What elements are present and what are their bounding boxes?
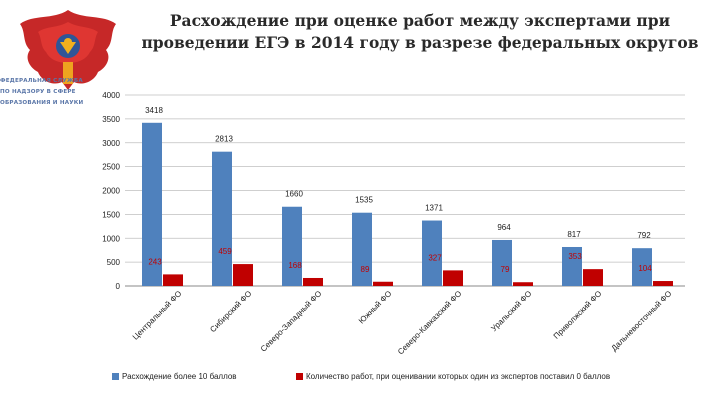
bar-series-2 bbox=[443, 270, 463, 286]
org-line: ФЕДЕРАЛЬНАЯ СЛУЖБА bbox=[0, 78, 83, 84]
bar-series-1 bbox=[352, 212, 372, 286]
legend-label-series-2: Количество работ, при оценивании которых… bbox=[306, 372, 611, 381]
data-label-series-2: 353 bbox=[568, 252, 582, 261]
data-label-series-1: 2813 bbox=[215, 135, 233, 144]
x-tick-label: Дальневосточный ФО bbox=[610, 289, 674, 353]
logo bbox=[8, 2, 128, 120]
x-tick-label: Северо-Западный ФО bbox=[259, 289, 324, 354]
bar-series-1 bbox=[632, 248, 652, 286]
legend-swatch-series-2 bbox=[296, 373, 303, 380]
y-tick-label: 3500 bbox=[102, 115, 120, 124]
y-tick-label: 1000 bbox=[102, 234, 120, 243]
legend-item-series-2: Количество работ, при оценивании которых… bbox=[296, 372, 610, 381]
bar-series-1 bbox=[562, 246, 582, 286]
eagle-emblem-icon bbox=[20, 10, 116, 90]
bar-series-1 bbox=[492, 239, 512, 286]
bar-series-2 bbox=[373, 281, 393, 286]
data-label-series-2: 243 bbox=[148, 257, 162, 266]
data-label-series-1: 792 bbox=[637, 231, 651, 240]
org-line: ОБРАЗОВАНИЯ И НАУКИ bbox=[0, 100, 84, 106]
bar-series-2 bbox=[303, 277, 323, 286]
org-line: ПО НАДЗОРУ В СФЕРЕ bbox=[0, 89, 76, 95]
y-tick-label: 0 bbox=[116, 282, 121, 291]
y-tick-label: 4000 bbox=[102, 91, 120, 100]
bar-series-1 bbox=[422, 220, 442, 286]
chart-title: Расхождение при оценке работ между экспе… bbox=[141, 11, 699, 52]
bar-series-2 bbox=[583, 269, 603, 286]
x-tick-label: Сибирский ФО bbox=[208, 289, 253, 334]
data-label-series-1: 964 bbox=[497, 223, 511, 232]
bar-series-2 bbox=[233, 264, 253, 286]
x-tick-label: Северо-Кавказский ФО bbox=[396, 289, 463, 356]
data-label-series-1: 3418 bbox=[145, 106, 163, 115]
bar-series-2 bbox=[513, 282, 533, 286]
data-label-series-1: 817 bbox=[567, 230, 581, 239]
legend-label-series-1: Расхождение более 10 баллов bbox=[122, 372, 237, 381]
legend-item-series-1: Расхождение более 10 баллов bbox=[112, 372, 237, 381]
bar-series-1 bbox=[282, 206, 302, 286]
bar-series-1 bbox=[212, 151, 232, 286]
y-tick-label: 1500 bbox=[102, 210, 120, 219]
x-tick-label: Южный ФО bbox=[357, 289, 393, 325]
data-label-series-1: 1660 bbox=[285, 190, 303, 199]
legend-swatch-series-1 bbox=[112, 373, 119, 380]
data-label-series-1: 1371 bbox=[425, 204, 443, 213]
x-tick-label: Уральский ФО bbox=[489, 289, 533, 333]
organization-name: ФЕДЕРАЛЬНАЯ СЛУЖБА ПО НАДЗОРУ В СФЕРЕ ОБ… bbox=[0, 76, 130, 109]
data-label-series-1: 1535 bbox=[355, 196, 373, 205]
data-label-series-2: 104 bbox=[638, 264, 652, 273]
bar-series-2 bbox=[163, 274, 183, 286]
data-label-series-2: 79 bbox=[501, 265, 510, 274]
data-label-series-2: 327 bbox=[428, 253, 442, 262]
x-tick-label: Центральный ФО bbox=[131, 289, 184, 342]
data-label-series-2: 459 bbox=[218, 247, 232, 256]
y-tick-label: 3000 bbox=[102, 139, 120, 148]
x-tick-label: Приволжский ФО bbox=[552, 289, 604, 341]
y-tick-label: 2000 bbox=[102, 187, 120, 196]
data-label-series-2: 89 bbox=[361, 265, 370, 274]
data-label-series-2: 168 bbox=[288, 261, 302, 270]
y-tick-label: 2500 bbox=[102, 163, 120, 172]
bar-series-1 bbox=[142, 122, 162, 286]
bar-series-2 bbox=[653, 281, 673, 286]
y-tick-label: 500 bbox=[107, 258, 121, 267]
